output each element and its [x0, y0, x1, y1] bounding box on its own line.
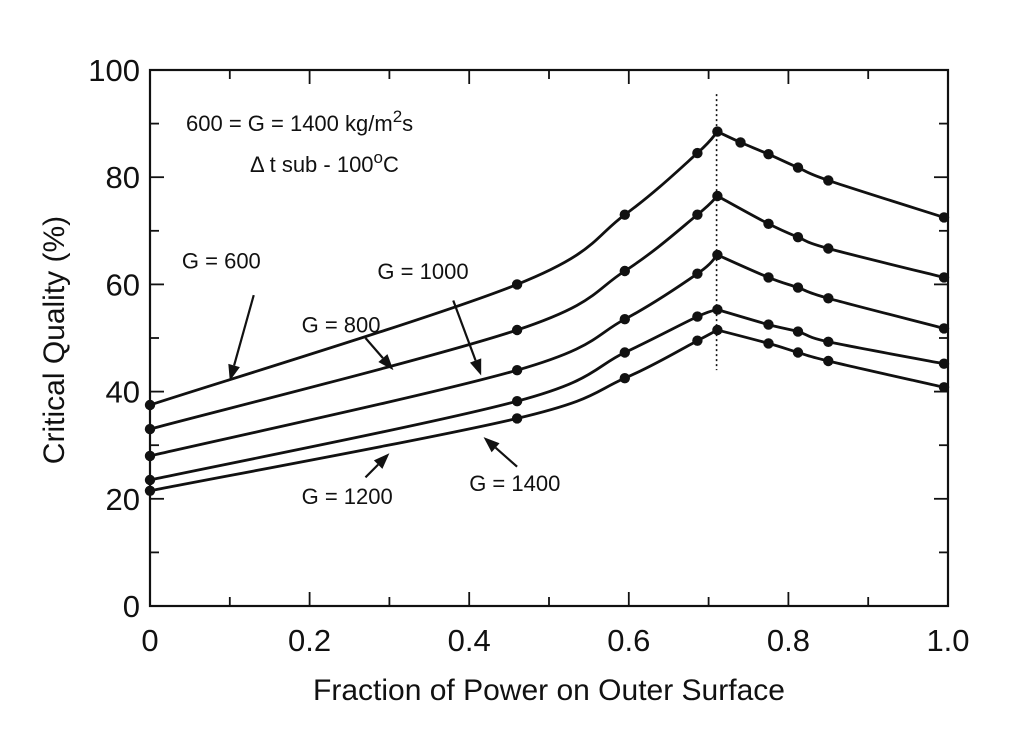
data-point — [763, 338, 774, 349]
label-arrow-head — [378, 354, 394, 371]
y-axis-label: Critical Quality (%) — [38, 216, 71, 464]
data-point — [938, 382, 950, 393]
data-point — [792, 282, 804, 293]
data-point — [823, 175, 834, 186]
y-tick-label: 20 — [106, 482, 140, 517]
data-point — [823, 355, 834, 367]
label-arrow-head — [373, 453, 390, 469]
series-label: G = 1200 — [302, 484, 393, 509]
axis-ticks — [149, 69, 949, 607]
y-tick-label: 0 — [123, 589, 140, 624]
data-point — [692, 335, 703, 346]
data-point — [763, 218, 774, 229]
data-point — [144, 485, 156, 496]
data-point — [938, 272, 950, 283]
series-line — [149, 194, 945, 431]
series-curves — [149, 129, 945, 493]
data-point — [823, 293, 834, 304]
data-point — [823, 243, 834, 254]
data-point — [938, 212, 950, 223]
series-labels: G = 600 G = 800 G = 1000 G = 1200 G = 1400 — [182, 248, 560, 509]
series-line — [149, 328, 945, 493]
data-point — [619, 373, 630, 384]
data-point — [692, 147, 703, 159]
x-tick-label: 1.0 — [926, 623, 969, 658]
data-point — [619, 265, 630, 277]
y-tick-label: 80 — [106, 160, 140, 195]
flow-range-text: 600 = G = 1400 kg/m — [186, 111, 393, 136]
series-line — [149, 253, 945, 458]
data-point — [511, 396, 523, 407]
data-point — [511, 413, 523, 424]
label-arrow-shaft — [452, 300, 477, 361]
label-arrow-head — [469, 358, 482, 376]
y-tick-label: 60 — [106, 267, 140, 302]
data-point — [823, 336, 834, 347]
label-arrow-head — [483, 437, 500, 453]
data-point — [938, 323, 950, 334]
series-label: G = 1000 — [377, 259, 468, 284]
label-arrow-shaft — [364, 337, 384, 359]
x-tick-label: 0 — [141, 623, 158, 658]
x-tick-label: 0.8 — [767, 623, 810, 658]
data-point — [763, 272, 774, 283]
data-point — [792, 347, 804, 358]
label-arrow-shaft — [364, 463, 379, 479]
data-point — [619, 314, 630, 325]
x-tick-label: 0.4 — [448, 623, 491, 658]
data-point — [712, 190, 723, 202]
label-arrow-head — [228, 363, 240, 381]
data-point — [619, 209, 630, 220]
axis-tick-labels: 0 0.2 0.4 0.6 0.8 1.0 0 20 40 60 80 100 — [88, 53, 969, 658]
subcooling-superscript: o — [374, 148, 383, 167]
y-tick-label: 100 — [88, 53, 140, 88]
data-point — [692, 209, 703, 220]
flow-range-annotation: 600 = G = 1400 kg/m2s — [186, 107, 413, 137]
data-point — [712, 126, 723, 137]
subcooling-suffix: C — [383, 152, 399, 177]
x-tick-label: 0.6 — [607, 623, 650, 658]
data-point — [511, 279, 523, 290]
x-tick-label: 0.2 — [288, 623, 331, 658]
series-label: G = 600 — [182, 248, 261, 273]
series-line — [149, 308, 945, 482]
data-point — [792, 326, 804, 337]
data-point — [792, 162, 804, 173]
data-point — [938, 358, 950, 369]
data-point — [619, 347, 630, 358]
label-arrow-shaft — [233, 294, 255, 366]
series-points — [144, 126, 950, 496]
flow-range-suffix: s — [402, 111, 413, 136]
data-point — [712, 324, 723, 336]
data-point — [692, 311, 703, 322]
data-point — [712, 304, 723, 315]
data-point — [144, 450, 156, 462]
series-label: G = 800 — [302, 313, 381, 338]
data-point — [792, 232, 804, 243]
data-point — [144, 399, 156, 411]
data-point — [511, 324, 523, 336]
subcooling-text: Δ t sub - 100 — [250, 152, 374, 177]
data-point — [763, 149, 774, 160]
data-point — [144, 474, 156, 486]
flow-range-superscript: 2 — [393, 107, 402, 126]
data-point — [763, 319, 774, 330]
x-axis-label: Fraction of Power on Outer Surface — [313, 674, 785, 707]
subcooling-annotation: Δ t sub - 100oC — [250, 148, 399, 178]
data-point — [712, 249, 723, 261]
data-point — [144, 423, 156, 435]
data-point — [735, 137, 746, 148]
y-tick-label: 40 — [106, 375, 140, 410]
data-point — [692, 268, 703, 279]
data-point — [511, 365, 523, 376]
label-arrow-shaft — [494, 446, 518, 468]
series-label: G = 1400 — [469, 471, 560, 496]
